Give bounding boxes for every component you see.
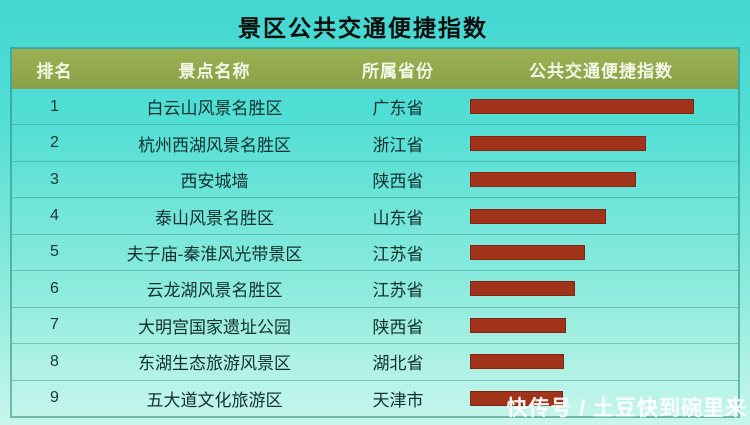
rank-cell: 7 — [50, 316, 59, 334]
name-cell: 白云山风景名胜区 — [146, 99, 283, 119]
index-bar — [470, 208, 606, 224]
index-bar-cell — [464, 89, 738, 124]
province-cell: 江苏省 — [372, 244, 424, 264]
name-cell: 东湖生态旅游风景区 — [138, 354, 291, 374]
table-row: 5 夫子庙-秦淮风光带景区 江苏省 — [12, 233, 738, 270]
table-header-row: 排名 景点名称 所属省份 公共交通便捷指数 — [12, 49, 738, 89]
name-cell: 泰山风景名胜区 — [155, 208, 274, 228]
rank-cell: 8 — [50, 352, 59, 370]
index-bar-cell — [464, 381, 738, 416]
page-title: 景区公共交通便捷指数 — [238, 15, 488, 41]
province-cell: 陕西省 — [372, 172, 424, 192]
province-cell: 广东省 — [372, 99, 424, 119]
name-cell: 夫子庙-秦淮风光带景区 — [126, 244, 303, 264]
header-cell-name: 景点名称 — [178, 61, 251, 81]
table-row: 1 白云山风景名胜区 广东省 — [12, 89, 738, 124]
index-bar-cell — [464, 162, 738, 197]
name-cell: 大明宫国家遗址公园 — [138, 317, 291, 337]
index-bar-cell — [464, 344, 738, 379]
rank-cell: 6 — [50, 279, 59, 297]
table-row: 7 大明宫国家遗址公园 陕西省 — [12, 306, 738, 343]
name-cell: 云龙湖风景名胜区 — [146, 281, 283, 301]
table-row: 9 五大道文化旅游区 天津市 — [12, 379, 738, 416]
province-cell: 天津市 — [372, 390, 424, 410]
rank-cell: 1 — [50, 97, 59, 115]
province-cell: 山东省 — [372, 208, 424, 228]
name-cell: 西安城墙 — [180, 172, 249, 192]
rank-cell: 4 — [50, 207, 59, 225]
table-row: 3 西安城墙 陕西省 — [12, 160, 738, 197]
rank-cell: 5 — [50, 243, 59, 261]
rank-cell: 9 — [50, 389, 59, 407]
index-bar-cell — [464, 308, 738, 343]
watermark: 快传号 / 土豆快到碗里来 — [506, 397, 747, 420]
header-cell-rank: 排名 — [36, 61, 73, 81]
province-cell: 浙江省 — [372, 135, 424, 155]
index-bar-cell — [464, 235, 738, 270]
table-row: 8 东湖生态旅游风景区 湖北省 — [12, 343, 738, 379]
index-bar-cell — [464, 125, 738, 160]
province-cell: 陕西省 — [372, 317, 424, 337]
index-bar-cell — [464, 198, 738, 233]
rank-cell: 3 — [50, 170, 59, 188]
index-bar — [470, 99, 694, 115]
index-bar — [470, 281, 575, 297]
province-cell: 江苏省 — [372, 281, 424, 301]
table-row: 2 杭州西湖风景名胜区 浙江省 — [12, 124, 738, 160]
name-cell: 杭州西湖风景名胜区 — [138, 135, 291, 155]
index-bar — [470, 317, 566, 333]
province-cell: 湖北省 — [372, 354, 424, 374]
rank-cell: 2 — [50, 134, 59, 152]
index-bar — [470, 390, 563, 406]
header-cell-index: 公共交通便捷指数 — [529, 61, 673, 81]
index-bar — [470, 172, 636, 188]
transport-index-table: 排名 景点名称 所属省份 公共交通便捷指数 1 白云山风景名胜区 广东省 2 杭… — [10, 47, 740, 418]
index-bar — [470, 244, 585, 260]
table-row: 6 云龙湖风景名胜区 江苏省 — [12, 270, 738, 306]
index-bar — [470, 354, 564, 370]
index-bar-cell — [464, 271, 738, 306]
header-cell-province: 所属省份 — [362, 61, 434, 81]
index-bar — [470, 135, 646, 151]
name-cell: 五大道文化旅游区 — [146, 390, 283, 410]
table-row: 4 泰山风景名胜区 山东省 — [12, 197, 738, 233]
